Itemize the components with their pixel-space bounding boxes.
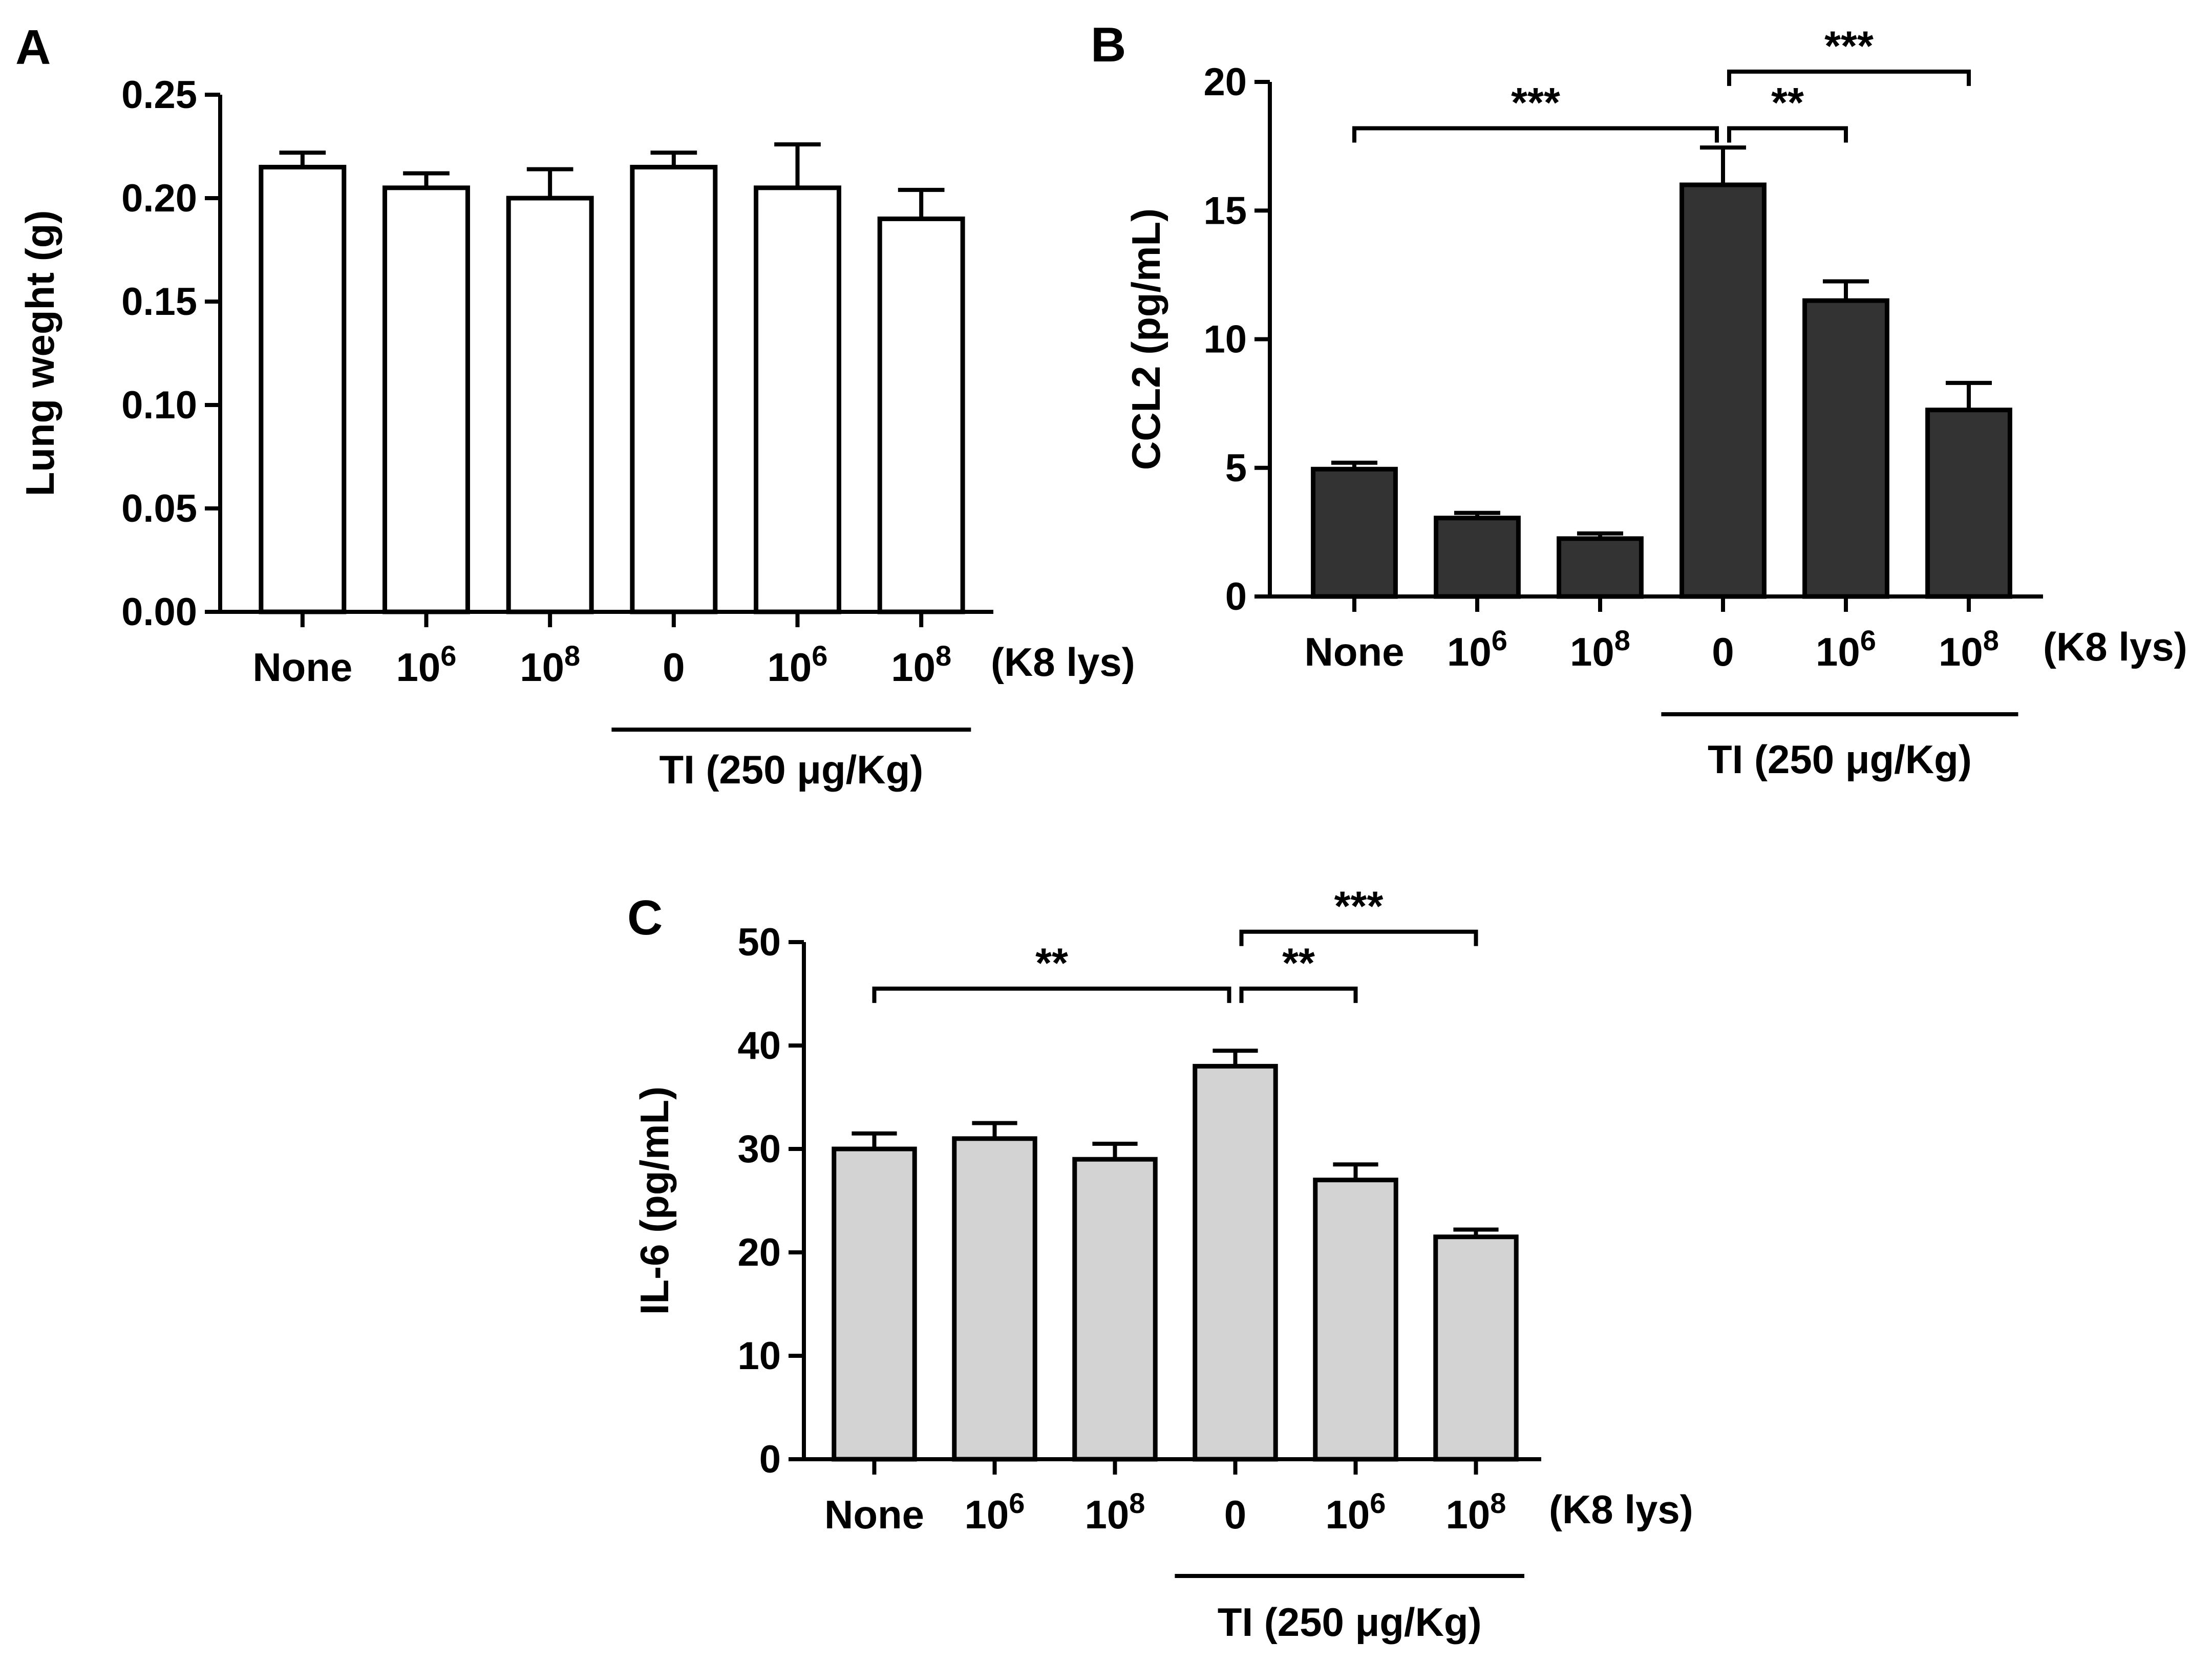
significance-label: ** bbox=[1282, 940, 1315, 987]
y-tick-label: 0 bbox=[1225, 575, 1247, 619]
y-axis-label: Lung weght (g) bbox=[17, 210, 62, 497]
x-tick-label: 106 bbox=[1816, 624, 1876, 674]
x-tick-label: 106 bbox=[965, 1487, 1025, 1537]
y-axis-label: CCL2 (pg/mL) bbox=[1123, 208, 1168, 470]
bar bbox=[1679, 182, 1767, 599]
panel-letter: A bbox=[15, 20, 51, 75]
significance-label: *** bbox=[1824, 23, 1874, 70]
x-tick-label: 106 bbox=[1447, 624, 1507, 674]
y-tick-label: 20 bbox=[737, 1231, 781, 1274]
x-tick-label: 108 bbox=[1446, 1487, 1506, 1537]
x-tick-label: 108 bbox=[891, 639, 951, 690]
bar bbox=[1193, 1063, 1278, 1462]
bar bbox=[1311, 466, 1398, 599]
x-tick-label: 0 bbox=[1712, 629, 1734, 674]
x-tick-label: 0 bbox=[663, 645, 685, 690]
bar bbox=[1434, 516, 1521, 599]
x-tick-label: None bbox=[1305, 629, 1405, 674]
bar bbox=[382, 185, 470, 614]
bar bbox=[952, 1136, 1037, 1462]
y-tick-label: 10 bbox=[1203, 318, 1247, 361]
y-tick-label: 0.05 bbox=[121, 487, 197, 530]
significance-bracket bbox=[1727, 126, 1848, 143]
y-tick-label: 30 bbox=[737, 1127, 781, 1171]
significance-label: *** bbox=[1511, 79, 1560, 126]
bar bbox=[1925, 408, 2012, 599]
panel-a: A 0.00 0.05 0.10 0.15 0.20 0.25 Lung weght (g)… bbox=[15, 20, 1135, 792]
y-tick-label: 0.25 bbox=[121, 73, 197, 117]
bar bbox=[1313, 1178, 1398, 1462]
significance-bracket bbox=[1352, 126, 1719, 143]
significance-label: ** bbox=[1771, 79, 1804, 126]
x-tick-label: None bbox=[252, 645, 352, 690]
y-tick-label: 0.15 bbox=[121, 280, 197, 324]
bar bbox=[1072, 1157, 1158, 1462]
panel-letter: C bbox=[627, 890, 663, 945]
y-tick-label: 10 bbox=[737, 1334, 781, 1378]
y-tick-label: 50 bbox=[737, 921, 781, 964]
y-axis-label: IL-6 (pg/mL) bbox=[632, 1086, 677, 1315]
y-tick-label: 0 bbox=[759, 1438, 781, 1481]
bar bbox=[754, 185, 841, 614]
x-tick-label: 108 bbox=[1570, 624, 1630, 674]
significance-bracket bbox=[872, 986, 1231, 1003]
significance-label: *** bbox=[1334, 883, 1384, 930]
significance-bracket bbox=[1239, 986, 1358, 1003]
panel-b: B 0 5 10 15 20 CCL2 (pg/mL) None 106 108 0 106 108 (… bbox=[1091, 17, 2187, 782]
significance-bracket bbox=[1727, 69, 1971, 86]
significance-bracket bbox=[1239, 929, 1478, 946]
group-label: TI (250 μg/Kg) bbox=[1708, 737, 1972, 782]
y-tick-label: 15 bbox=[1203, 189, 1247, 232]
x-tick-label: None bbox=[824, 1492, 924, 1537]
bar bbox=[877, 216, 965, 614]
group-label: TI (250 μg/Kg) bbox=[1218, 1600, 1482, 1645]
y-tick-label: 20 bbox=[1203, 60, 1247, 104]
bar bbox=[630, 164, 718, 614]
bar bbox=[506, 196, 594, 614]
x-tick-label: 108 bbox=[1939, 624, 1999, 674]
x-tick-label: 108 bbox=[1085, 1487, 1145, 1537]
x-tick-label: 108 bbox=[520, 639, 580, 690]
bar bbox=[1433, 1234, 1519, 1462]
y-tick-label: 5 bbox=[1225, 446, 1247, 490]
panel-letter: B bbox=[1091, 17, 1126, 72]
x-axis-suffix-label: (K8 lys) bbox=[1549, 1487, 1693, 1532]
x-tick-label: 106 bbox=[396, 639, 457, 690]
y-tick-label: 40 bbox=[737, 1024, 781, 1068]
x-axis-suffix-label: (K8 lys) bbox=[991, 639, 1135, 685]
panel-c: C 0 10 20 30 40 50 IL-6 (pg/mL) None 106 108 0 106 1… bbox=[627, 883, 1693, 1645]
y-tick-label: 0.00 bbox=[121, 590, 197, 634]
bar bbox=[1557, 536, 1644, 599]
bar bbox=[259, 164, 347, 614]
significance-label: ** bbox=[1035, 940, 1068, 987]
x-tick-label: 106 bbox=[768, 639, 828, 690]
y-tick-label: 0.20 bbox=[121, 177, 197, 220]
bar bbox=[832, 1146, 917, 1462]
x-axis-suffix-label: (K8 lys) bbox=[2043, 624, 2187, 669]
group-label: TI (250 μg/Kg) bbox=[659, 747, 923, 792]
x-tick-label: 106 bbox=[1326, 1487, 1386, 1537]
x-tick-label: 0 bbox=[1224, 1492, 1246, 1537]
y-tick-label: 0.10 bbox=[121, 383, 197, 427]
bar bbox=[1802, 298, 1889, 599]
